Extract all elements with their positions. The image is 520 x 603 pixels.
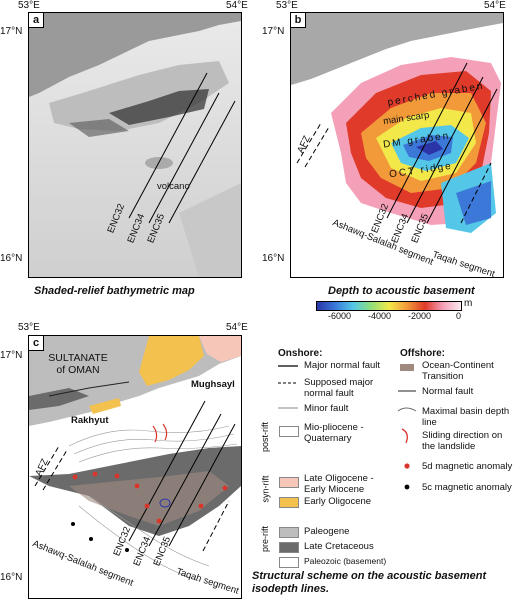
- caption-c: Structural scheme on the acoustic baseme…: [252, 570, 487, 595]
- colorbar-tick-0: -6000: [328, 311, 352, 321]
- legend-5c-anomaly: 5c magnetic anomaly: [422, 482, 512, 493]
- syn-rift-label: syn-rift: [260, 475, 271, 503]
- legend-oct: Ocean-Continent Transition: [422, 360, 494, 382]
- legend-5d-anomaly: 5d magnetic anomaly: [422, 461, 513, 472]
- legend-minor-fault: Minor fault: [304, 403, 349, 414]
- lat-bottom-b: 16°N: [262, 253, 285, 264]
- legend-onshore-heading: Onshore:: [278, 348, 323, 359]
- legend-paleogene: Paleogene: [304, 526, 350, 537]
- map-panel-b: b perched graben main scarp DM graben OC…: [290, 12, 504, 278]
- legend-supposed-fault: Supposed major normal fault: [304, 377, 374, 399]
- lat-top-c: 17°N: [0, 350, 23, 361]
- swatch-mio-pliocene: [279, 426, 299, 437]
- caption-a: Shaded-relief bathymetric map: [34, 285, 195, 297]
- legend-offshore-heading: Offshore:: [400, 348, 445, 359]
- caption-b: Depth to acoustic basement: [328, 285, 475, 297]
- structural-scheme-map: [29, 336, 241, 582]
- lat-top-b: 17°N: [262, 26, 285, 37]
- lat-top-a: 17°N: [0, 26, 23, 37]
- map-panel-a: a volcano ENC32 ENC34 ENC35: [28, 12, 242, 278]
- panel-label-c: c: [29, 336, 44, 351]
- lat-bottom-c: 16°N: [0, 572, 23, 583]
- legend-paleozoic: Paleozoic (basement): [304, 556, 387, 566]
- colorbar-tick-1: -4000: [368, 311, 392, 321]
- legend-sliding-direction: Sliding direction on the landslide: [422, 430, 503, 452]
- panel-label-b: b: [291, 13, 306, 28]
- swatch-early-oligocene: [279, 497, 299, 508]
- map-panel-c: c SULTANATE of OMAN Rakhyut Mughsayl AFZ…: [28, 335, 242, 599]
- legend-left-symbols: [278, 365, 298, 409]
- land-mass: [29, 13, 241, 97]
- basement-depth-map: [291, 13, 503, 233]
- mughsayl-label: Mughsayl: [191, 379, 235, 390]
- swatch-paleozoic: [279, 557, 299, 568]
- legend-right-symbols: [397, 390, 417, 490]
- legend-normal-fault: Normal fault: [422, 386, 474, 397]
- swatch-late-oligocene: [279, 477, 299, 488]
- lon-left-c: 53°E: [18, 322, 40, 333]
- country-label: SULTANATE of OMAN: [48, 352, 108, 376]
- post-rift-label: post-rift: [260, 421, 271, 453]
- pre-rift-label: pre-rift: [260, 525, 271, 553]
- colorbar-unit: m: [464, 298, 473, 309]
- colorbar-tick-3: 0: [456, 311, 462, 321]
- swatch-oct: [400, 364, 414, 371]
- legend-late-cretaceous: Late Cretaceous: [304, 541, 374, 552]
- legend-mio-pliocene: Mio-pliocene - Quaternary: [304, 422, 364, 444]
- lon-right-b: 54°E: [484, 0, 506, 11]
- lon-right-c: 54°E: [226, 322, 248, 333]
- swatch-late-cretaceous: [279, 542, 299, 553]
- panel-label-a: a: [29, 13, 44, 28]
- lon-left-b: 53°E: [276, 0, 298, 11]
- bathymetry-map: [29, 13, 241, 277]
- swatch-paleogene: [279, 527, 299, 538]
- lon-right-a: 54°E: [226, 0, 248, 11]
- legend-early-oligocene: Early Oligocene: [304, 496, 372, 507]
- land-mass: [291, 13, 503, 85]
- colorbar: [316, 301, 462, 311]
- rakhyut-label: Rakhyut: [71, 415, 109, 426]
- volcano-label: volcano: [157, 181, 190, 192]
- legend-major-normal-fault: Major normal fault: [304, 360, 381, 371]
- colorbar-tick-2: -2000: [408, 311, 432, 321]
- legend-max-basin-depth: Maximal basin depth line: [422, 406, 510, 428]
- lat-bottom-a: 16°N: [0, 253, 23, 264]
- lon-left-a: 53°E: [18, 0, 40, 11]
- legend-late-oligocene: Late Oligocene - Early Miocene: [304, 473, 374, 495]
